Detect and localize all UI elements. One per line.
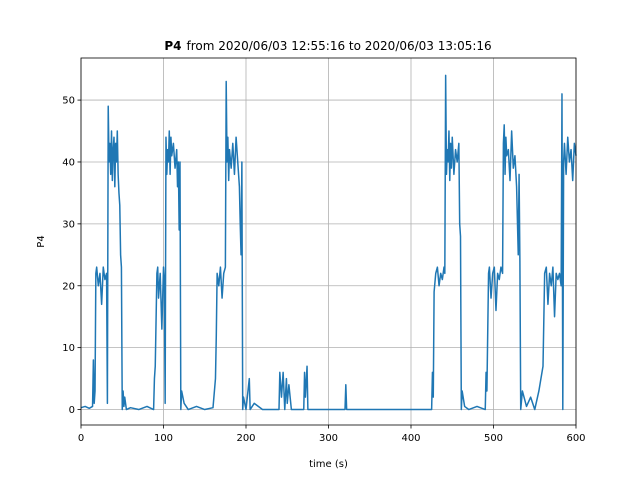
x-tick-label: 400 — [401, 433, 420, 444]
x-tick-label: 0 — [78, 433, 84, 444]
x-tick-label: 600 — [566, 433, 585, 444]
x-tick-label: 300 — [319, 433, 338, 444]
x-tick-label: 500 — [484, 433, 503, 444]
y-tick-label: 10 — [62, 343, 75, 354]
x-tick-label: 100 — [154, 433, 173, 444]
y-tick-label: 20 — [62, 281, 75, 292]
data-line — [80, 74, 577, 411]
y-tick-label: 50 — [62, 96, 75, 107]
title-rest: from 2020/06/03 12:55:16 to 2020/06/03 1… — [186, 39, 491, 53]
x-tick-label: 200 — [236, 433, 255, 444]
y-tick-label: 30 — [62, 219, 75, 230]
x-axis-label: time (s) — [309, 459, 348, 470]
y-axis-label: P4 — [36, 235, 47, 247]
axes-frame — [80, 57, 577, 426]
y-tick-label: 40 — [62, 157, 75, 168]
y-tick-label: 0 — [69, 405, 75, 416]
chart-title: P4 from 2020/06/03 12:55:16 to 2020/06/03… — [164, 39, 491, 53]
title-bold: P4 — [164, 39, 181, 53]
